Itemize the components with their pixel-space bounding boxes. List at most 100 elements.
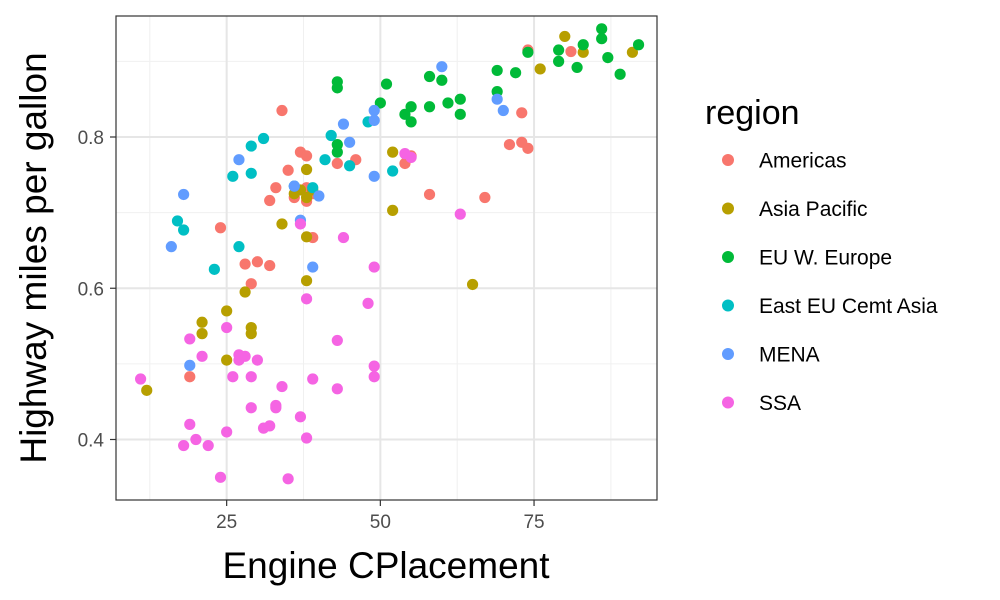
data-point-mena (288, 180, 300, 192)
data-point-eu-w-europe (553, 44, 565, 56)
legend-key (722, 154, 734, 166)
legend-key (722, 202, 734, 215)
data-point-eu-w-europe (405, 101, 417, 113)
data-point-americas (251, 256, 263, 268)
data-point-eu-w-europe (596, 33, 608, 45)
data-point-eu-w-europe (405, 116, 417, 128)
data-point-americas (264, 194, 276, 207)
data-point-asia-pacific (221, 354, 233, 366)
legend-key (722, 251, 734, 263)
data-point-mena (368, 114, 380, 126)
data-point-eu-w-europe (510, 67, 522, 79)
data-point-americas (264, 259, 276, 272)
data-point-asia-pacific (300, 275, 313, 287)
x-tick-label: 25 (216, 512, 237, 533)
data-point-mena (491, 93, 503, 105)
x-tick-label: 75 (523, 512, 544, 533)
data-point-ssa (307, 373, 319, 385)
data-point-americas (503, 138, 516, 151)
data-point-asia-pacific (300, 231, 313, 243)
data-point-ssa (202, 439, 214, 452)
data-point-east-eu-cemt-asia (307, 182, 319, 194)
x-tick-label: 50 (370, 512, 391, 533)
data-point-east-eu-cemt-asia (171, 215, 184, 227)
data-point-eu-w-europe (374, 97, 386, 109)
data-point-americas (423, 188, 436, 201)
data-point-eu-w-europe (331, 146, 343, 158)
data-point-ssa (300, 432, 313, 444)
y-tick-label: 0.4 (78, 431, 105, 452)
legend-key (722, 348, 734, 360)
data-point-ssa (368, 360, 380, 372)
data-point-mena (368, 170, 380, 182)
data-point-mena (165, 241, 177, 253)
data-point-asia-pacific (387, 146, 399, 158)
data-point-americas (516, 107, 528, 119)
data-point-americas (239, 258, 251, 270)
data-point-eu-w-europe (399, 108, 411, 120)
data-point-east-eu-cemt-asia (227, 170, 239, 182)
data-point-americas (565, 45, 577, 58)
data-point-ssa (184, 333, 196, 345)
data-point-eu-w-europe (571, 61, 583, 74)
data-point-mena (497, 104, 509, 117)
legend-label: Americas (759, 150, 847, 173)
data-point-eu-w-europe (602, 51, 614, 64)
data-point-asia-pacific (300, 191, 313, 204)
data-point-asia-pacific (626, 46, 639, 58)
data-points (134, 23, 645, 485)
data-point-east-eu-cemt-asia (208, 263, 220, 275)
data-point-mena (337, 118, 350, 130)
data-point-americas (214, 222, 227, 234)
data-point-eu-w-europe (442, 97, 454, 109)
data-point-mena (307, 261, 319, 273)
data-point-east-eu-cemt-asia (233, 241, 245, 253)
data-point-eu-w-europe (632, 39, 645, 51)
data-point-east-eu-cemt-asia (325, 129, 337, 142)
data-point-asia-pacific (559, 30, 571, 43)
legend-key (722, 396, 734, 409)
data-point-ssa (239, 350, 251, 362)
data-point-ssa (190, 433, 202, 446)
data-point-eu-w-europe (454, 108, 466, 120)
legend-label: EU W. Europe (759, 247, 892, 270)
legend: region Americas Asia Pacific EU W. Europe E… (705, 94, 938, 415)
data-point-east-eu-cemt-asia (245, 167, 257, 179)
data-point-americas (270, 182, 282, 194)
data-point-eu-w-europe (491, 64, 503, 77)
data-point-americas (184, 371, 196, 383)
data-point-americas (522, 142, 534, 154)
data-point-americas (245, 278, 257, 290)
data-point-ssa (227, 371, 239, 383)
data-point-ssa (178, 439, 190, 452)
legend-title: region (705, 94, 800, 132)
y-axis-title: Highway miles per gallon (13, 52, 54, 463)
data-point-ssa (245, 402, 257, 414)
data-point-ssa (405, 151, 417, 164)
data-point-ssa (221, 321, 233, 334)
data-point-asia-pacific (196, 316, 208, 328)
legend-label: SSA (759, 392, 801, 415)
data-point-mena (344, 136, 356, 148)
data-point-mena (313, 190, 325, 202)
data-point-asia-pacific (221, 305, 233, 317)
data-point-mena (368, 104, 380, 117)
plot-panel-background (116, 16, 657, 500)
data-point-americas (479, 191, 491, 204)
data-point-east-eu-cemt-asia (178, 224, 190, 236)
data-point-asia-pacific (466, 278, 479, 291)
legend-key (722, 299, 734, 312)
data-point-ssa (454, 208, 466, 220)
data-point-mena (184, 359, 196, 371)
data-point-east-eu-cemt-asia (257, 132, 270, 145)
data-point-ssa (196, 350, 208, 362)
data-point-eu-w-europe (614, 68, 626, 80)
data-point-asia-pacific (245, 328, 257, 340)
y-axis: 0.4 0.6 0.8 (78, 128, 116, 452)
data-point-ssa (264, 420, 276, 432)
data-point-ssa (294, 218, 307, 230)
data-point-eu-w-europe (436, 74, 448, 86)
x-axis: 25 50 75 (216, 500, 545, 533)
data-point-americas (331, 157, 343, 170)
